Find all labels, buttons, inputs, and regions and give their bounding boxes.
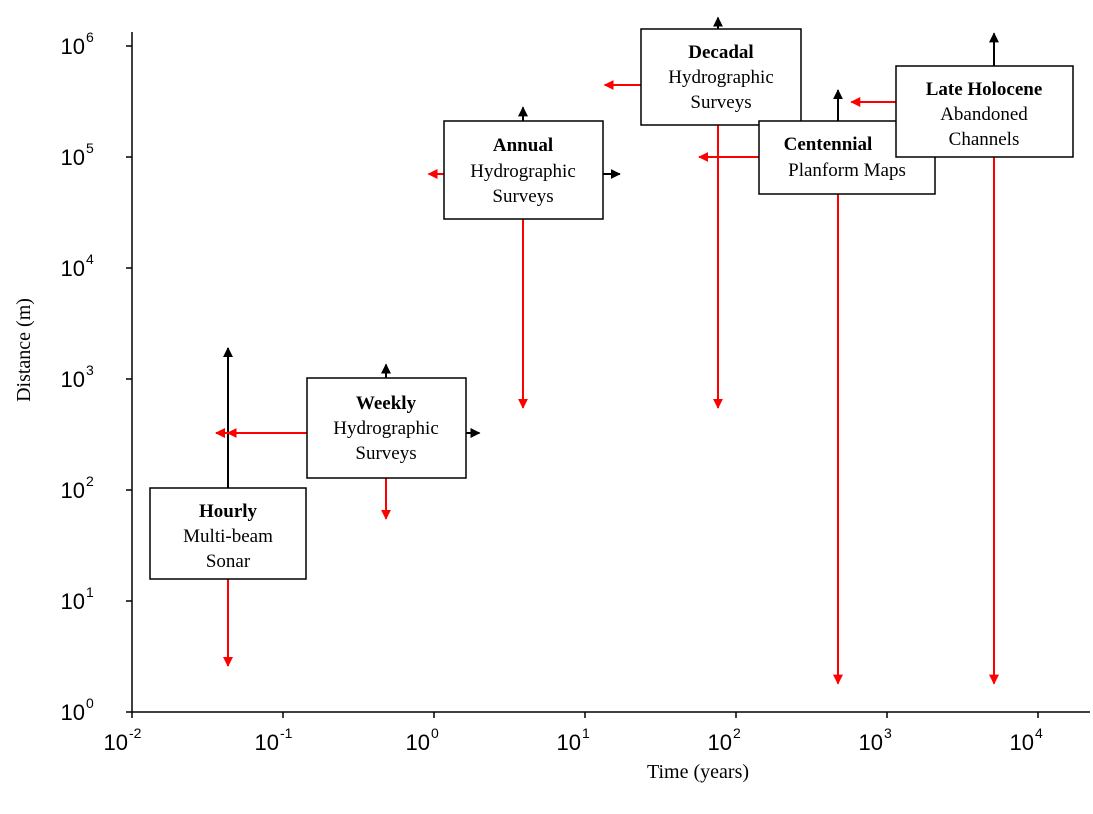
method-desc-line: Sonar	[206, 551, 251, 572]
x-tick-label: 10	[708, 730, 732, 755]
method-desc-line: Planform Maps	[788, 160, 906, 181]
y-tick-exponent: 1	[86, 584, 94, 600]
x-tick-exponent: -2	[129, 725, 142, 741]
x-tick-label: 10	[406, 730, 430, 755]
method-desc-line: Surveys	[690, 92, 751, 113]
method-desc-line: Hydrographic	[333, 418, 439, 439]
y-tick-exponent: 3	[86, 362, 94, 378]
x-tick-exponent: 3	[884, 725, 892, 741]
x-tick-label: 10	[859, 730, 883, 755]
method-desc-line: Abandoned	[940, 104, 1028, 125]
method-title: Centennial	[784, 134, 873, 155]
y-tick-label: 10	[61, 256, 85, 281]
y-tick-label: 10	[61, 34, 85, 59]
y-tick-label: 10	[61, 589, 85, 614]
method-title: Decadal	[688, 42, 753, 63]
method-desc-line: Hydrographic	[470, 161, 576, 182]
method-box-decadal: Decadal Hydrographic Surveys	[640, 28, 802, 126]
y-tick-exponent: 4	[86, 251, 94, 267]
method-title: Annual	[493, 135, 553, 156]
x-tick-label: 10	[255, 730, 279, 755]
x-tick-label: 10	[557, 730, 581, 755]
method-box-late-holocene: Late Holocene Abandoned Channels	[895, 65, 1074, 158]
x-tick-exponent: 2	[733, 725, 741, 741]
y-tick-label: 10	[61, 145, 85, 170]
y-tick-label: 10	[61, 478, 85, 503]
method-title: Weekly	[356, 393, 417, 414]
x-tick-exponent: 1	[582, 725, 590, 741]
method-desc-line: Surveys	[492, 186, 553, 207]
y-axis-label: Distance (m)	[13, 298, 35, 402]
x-tick-label: 10	[104, 730, 128, 755]
x-axis-label: Time (years)	[647, 761, 749, 783]
method-title: Late Holocene	[926, 79, 1043, 100]
method-desc-line: Hydrographic	[668, 67, 774, 88]
method-title: Hourly	[199, 501, 258, 522]
method-box-weekly: Weekly Hydrographic Surveys	[306, 377, 467, 479]
x-tick-exponent: 0	[431, 725, 439, 741]
method-desc-line: Surveys	[355, 443, 416, 464]
method-box-hourly: Hourly Multi-beam Sonar	[149, 487, 307, 580]
method-desc-line: Channels	[949, 129, 1020, 150]
y-tick-exponent: 5	[86, 140, 94, 156]
method-desc-line: Multi-beam	[183, 526, 273, 547]
y-tick-label: 10	[61, 700, 85, 725]
y-tick-exponent: 6	[86, 29, 94, 45]
y-tick-label: 10	[61, 367, 85, 392]
x-tick-exponent: -1	[280, 725, 293, 741]
y-tick-exponent: 0	[86, 695, 94, 711]
method-box-annual: Annual Hydrographic Surveys	[443, 120, 604, 220]
x-tick-label: 10	[1010, 730, 1034, 755]
x-tick-exponent: 4	[1035, 725, 1043, 741]
y-tick-exponent: 2	[86, 473, 94, 489]
